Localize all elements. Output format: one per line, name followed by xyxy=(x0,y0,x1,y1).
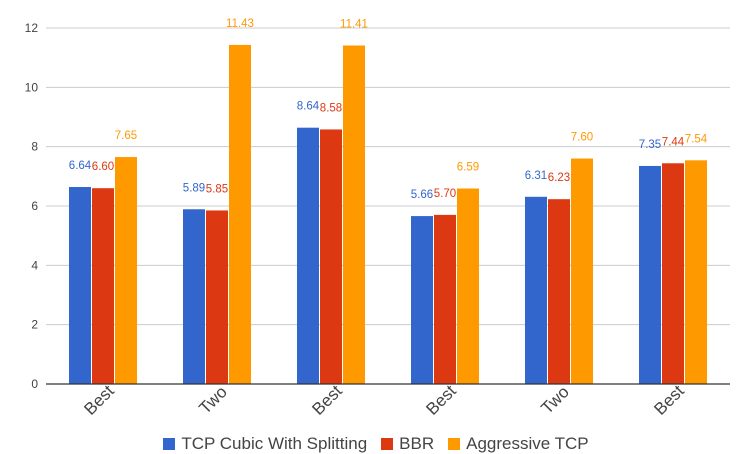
bar-aggressive-tcp-5[interactable] xyxy=(685,160,707,384)
data-label: 5.85 xyxy=(206,183,228,195)
y-tick-label: 4 xyxy=(31,258,38,272)
data-label: 6.64 xyxy=(69,160,92,172)
data-label: 8.58 xyxy=(320,102,342,114)
data-label: 6.60 xyxy=(92,161,114,173)
x-category-label: Two xyxy=(195,382,230,417)
bar-aggressive-tcp-3[interactable] xyxy=(457,188,479,384)
bar-tcp-cubic-with-splitting-5[interactable] xyxy=(639,165,661,384)
bar-aggressive-tcp-2[interactable] xyxy=(343,45,365,385)
data-label: 7.44 xyxy=(662,136,685,148)
x-category-label: Best xyxy=(422,381,460,419)
legend-swatch-bbr xyxy=(381,438,394,450)
bar-tcp-cubic-with-splitting-0[interactable] xyxy=(69,187,91,384)
data-label: 7.60 xyxy=(571,132,593,144)
data-label: 11.43 xyxy=(226,18,254,30)
y-tick-label: 2 xyxy=(31,318,38,332)
bar-bbr-2[interactable] xyxy=(320,129,342,384)
legend: TCP Cubic With Splitting BBR Aggressive … xyxy=(0,434,752,454)
bar-tcp-cubic-with-splitting-2[interactable] xyxy=(297,127,319,385)
axis-layer: 0 2 4 6 8 10 12 Best Two Best Best Two Best xyxy=(25,21,730,419)
legend-swatch-aggressive-tcp xyxy=(448,438,461,450)
y-tick-label: 8 xyxy=(31,140,38,154)
y-tick-label: 10 xyxy=(25,80,39,94)
data-label: 6.31 xyxy=(525,170,547,182)
x-category-label: Best xyxy=(308,381,346,419)
data-label: 5.89 xyxy=(183,182,205,194)
legend-label-bbr: BBR xyxy=(399,434,435,453)
legend-item-bbr[interactable]: BBR xyxy=(381,434,434,454)
data-label-layer: 6.64 6.60 7.65 5.89 5.85 11.43 8.64 8.58 11.41 5.… xyxy=(69,18,708,201)
data-label: 7.35 xyxy=(639,139,661,151)
data-label: 7.54 xyxy=(685,133,708,145)
bar-aggressive-tcp-1[interactable] xyxy=(229,44,251,384)
data-label: 5.70 xyxy=(434,188,456,200)
bar-tcp-cubic-with-splitting-4[interactable] xyxy=(525,196,547,384)
data-label: 6.59 xyxy=(457,161,479,173)
bar-layer xyxy=(69,44,707,385)
grid-layer xyxy=(46,27,730,326)
bar-bbr-3[interactable] xyxy=(434,214,456,384)
data-label: 5.66 xyxy=(411,189,433,201)
bar-bbr-1[interactable] xyxy=(206,210,228,384)
y-tick-label: 0 xyxy=(31,377,38,391)
data-label: 8.64 xyxy=(297,101,320,113)
legend-label-tcp-cubic: TCP Cubic With Splitting xyxy=(181,434,368,453)
bar-bbr-5[interactable] xyxy=(662,163,684,384)
x-category-label: Best xyxy=(650,381,688,419)
bar-tcp-cubic-with-splitting-3[interactable] xyxy=(411,216,433,384)
data-label: 7.65 xyxy=(115,130,137,142)
bar-chart: 6.64 6.60 7.65 5.89 5.85 11.43 8.64 8.58 11.41 5.… xyxy=(25,18,730,419)
data-label: 11.41 xyxy=(340,19,368,31)
x-category-label: Best xyxy=(80,381,118,419)
y-tick-label: 12 xyxy=(25,21,39,35)
bar-aggressive-tcp-4[interactable] xyxy=(571,158,593,384)
x-category-label: Two xyxy=(537,382,572,417)
bar-tcp-cubic-with-splitting-1[interactable] xyxy=(183,209,205,384)
data-label: 6.23 xyxy=(548,172,570,184)
legend-item-aggressive-tcp[interactable]: Aggressive TCP xyxy=(448,434,589,454)
legend-swatch-tcp-cubic xyxy=(163,438,176,450)
legend-label-aggressive-tcp: Aggressive TCP xyxy=(466,434,589,453)
bar-bbr-0[interactable] xyxy=(92,188,114,384)
bar-bbr-4[interactable] xyxy=(548,199,570,384)
legend-item-tcp-cubic[interactable]: TCP Cubic With Splitting xyxy=(163,434,367,454)
y-tick-label: 6 xyxy=(31,199,38,213)
bar-aggressive-tcp-0[interactable] xyxy=(115,157,137,384)
